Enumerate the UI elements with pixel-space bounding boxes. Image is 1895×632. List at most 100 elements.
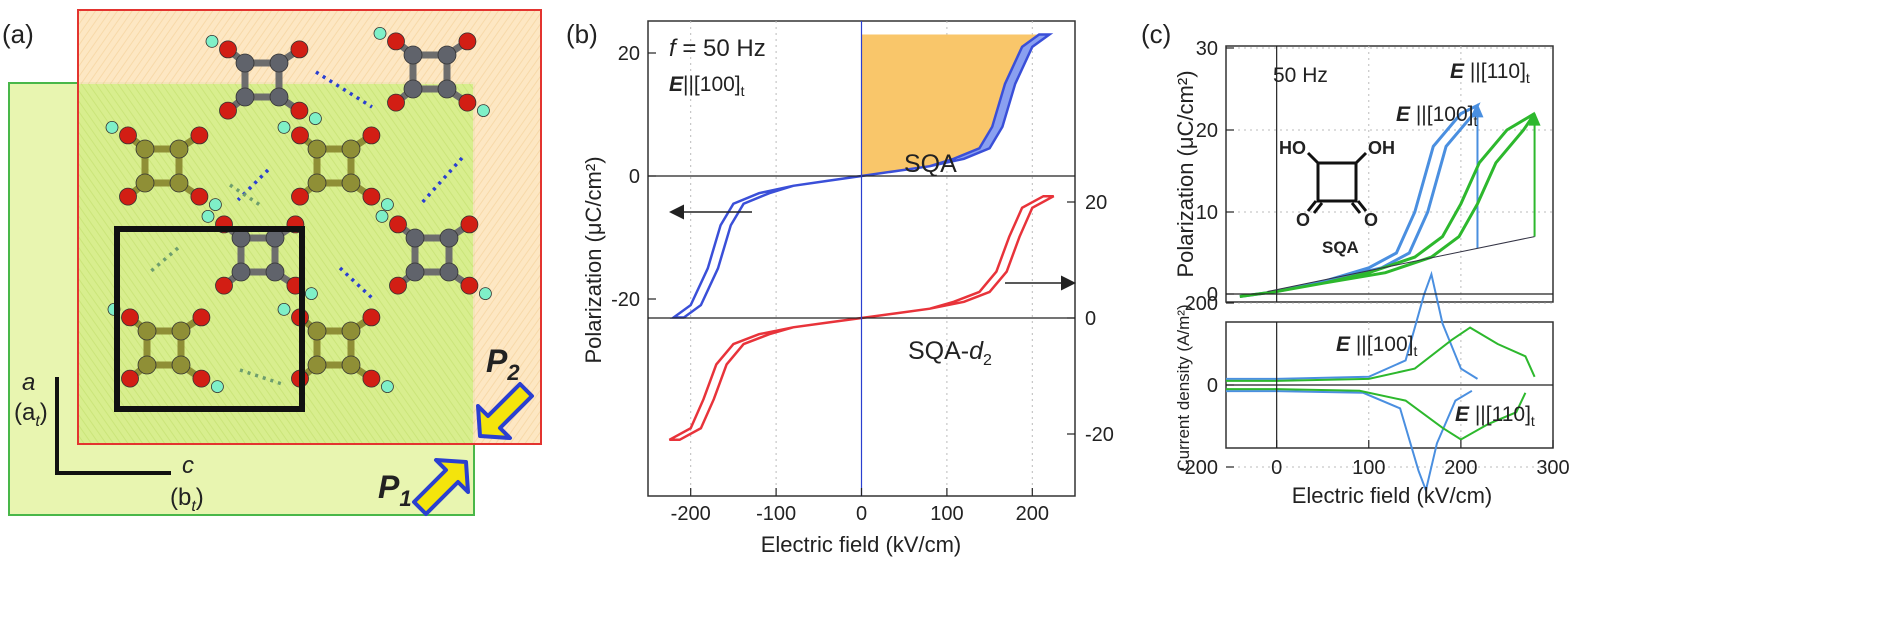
mol-o2: O [1364,210,1378,230]
gray-molecule-oxygen [219,101,237,120]
gray-molecule-carbon [235,53,255,73]
mol-name: SQA [1322,238,1359,257]
current-negative-110 [1226,388,1527,441]
olive-molecule-oxygen [190,187,209,206]
y-tick-label-top: 30 [1196,38,1218,60]
olive-molecule-oxygen [362,187,381,206]
gray-molecule-oxygen [219,40,237,59]
olive-molecule-carbon [307,321,327,341]
left-y-tick-label: 0 [629,166,640,188]
olive-molecule-oxygen [291,187,309,206]
x-tick-label: 0 [856,503,867,525]
e100-label-bottom: E ||[100]t [1336,333,1417,359]
sqa-d2-label: SQA-d2 [908,337,992,369]
gray-molecule-carbon [231,262,251,282]
olive-molecule-hydrogen [380,380,394,394]
olive-molecule-hydrogen [105,121,119,134]
unit-cell-outline [114,226,305,412]
gray-molecule-oxygen [389,276,407,295]
gray-molecule-oxygen [387,93,405,112]
p1-arrow-icon [412,458,470,516]
y-tick-label-top: 10 [1196,202,1218,224]
x-tick-label: 100 [1352,457,1385,479]
arrowhead-icon [1528,111,1541,126]
olive-molecule-oxygen [192,369,211,388]
gray-molecule-hydrogen [205,35,219,48]
olive-molecule-oxygen [192,308,211,327]
olive-molecule-carbon [169,173,189,193]
olive-molecule-oxygen [362,369,381,388]
current-positive-110 [1226,326,1536,382]
olive-molecule-oxygen [362,126,381,145]
sqa-d2-loop [668,194,1055,442]
panel-a: (a) a (at) c (bt) P2 P1 [2,9,542,516]
p2-arrow-icon [476,382,534,440]
p2-arrow-group: P2 [476,343,534,440]
mol-ho: HO [1279,138,1306,158]
olive-molecule-carbon [137,321,157,341]
gray-molecule-carbon [437,79,457,99]
gray-molecule-carbon [269,53,289,73]
panel-c-ylabel-top: Polarization (μC/cm²) [1173,70,1198,277]
olive-molecule-carbon [341,139,361,159]
gray-molecule-oxygen [387,32,405,51]
olive-molecule-oxygen [362,308,381,327]
e110-label-top: E ||[110]t [1450,60,1530,86]
hydrogen-bond [315,70,373,109]
y-tick-label-top: 20 [1196,120,1218,142]
molecule-network [105,27,492,394]
p1-label: P1 [378,469,412,511]
e-direction-label: E||[100]t [669,73,745,99]
x-tick-label: -200 [671,503,711,525]
olive-molecule-carbon [169,139,189,159]
sqa-loop [669,33,1054,319]
right-y-tick-label: -20 [1085,424,1114,446]
olive-molecule-carbon [341,321,361,341]
gray-molecule-carbon [439,228,459,248]
olive-molecule-carbon [171,355,191,375]
olive-molecule-carbon [137,355,157,375]
axis-bt-label: (bt) [170,484,204,515]
panel-c-xlabel: Electric field (kV/cm) [1292,483,1492,508]
hydrogen-bond [418,156,464,207]
olive-molecule-carbon [171,321,191,341]
sqa-molecule-icon: HO OH O O SQA [1279,138,1395,257]
current-positive-100 [1226,270,1479,380]
y-tick-label-bottom: -200 [1178,457,1218,479]
p2-label: P2 [486,343,520,385]
gray-molecule-oxygen [460,276,479,295]
gray-molecule-oxygen [290,40,309,59]
right-y-tick-label: 0 [1085,308,1096,330]
axis-c-label: c [182,452,194,479]
x-tick-label: 200 [1016,503,1049,525]
gray-molecule-carbon [265,262,285,282]
gray-molecule-hydrogen [375,209,389,223]
gray-molecule-oxygen [215,276,233,295]
olive-molecule-oxygen [119,126,137,145]
left-y-tick-label: 20 [618,43,640,65]
panel-c-ylabel-bottom: Current density (A/m²) [1174,304,1193,471]
gray-molecule-carbon [405,262,425,282]
gray-molecule-carbon [403,79,423,99]
panel-c-grid [1226,46,1553,468]
gray-molecule-hydrogen [304,287,318,301]
gray-molecule-hydrogen [476,104,490,117]
gray-molecule-carbon [403,45,423,65]
mol-oh: OH [1368,138,1395,158]
gray-molecule-hydrogen [373,27,387,40]
x-tick-label: 0 [1271,457,1282,479]
panel-b-xlabel: Electric field (kV/cm) [761,532,961,557]
y-tick-label-top: 0 [1207,284,1218,306]
panel-b-ylabel: Polarization (μC/cm²) [581,156,606,363]
right-y-tick-label: 20 [1085,192,1107,214]
olive-molecule-carbon [341,355,361,375]
x-tick-label: 200 [1444,457,1477,479]
olive-molecule-carbon [307,355,327,375]
hydrogen-bond [148,246,180,274]
arrowhead-icon [1471,103,1484,118]
olive-molecule-hydrogen [277,302,291,316]
gray-molecule-oxygen [460,215,479,234]
